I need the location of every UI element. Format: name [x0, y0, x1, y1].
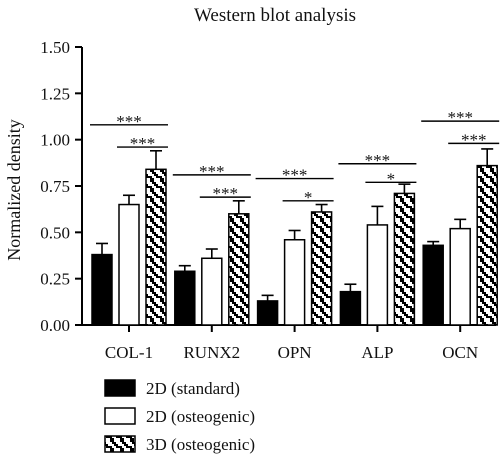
bar — [91, 253, 113, 326]
bar — [174, 270, 196, 326]
y-tick-label: 1.25 — [40, 84, 70, 103]
y-tick-label: 0.00 — [40, 316, 70, 335]
axes: 0.00 0.25 0.50 0.75 1.00 1.25 1.50 COL-1 RUNX2 OP… — [40, 38, 496, 362]
legend-label: 2D (standard) — [146, 379, 240, 398]
significance-label: *** — [130, 134, 156, 153]
significance-layer: ************************** — [90, 108, 500, 207]
bar — [310, 211, 333, 326]
significance-label: * — [387, 169, 396, 188]
bar — [118, 203, 140, 326]
y-axis-label: Normalized density — [4, 119, 24, 260]
legend: 2D (standard) 2D (osteogenic) 3D (osteogen… — [104, 379, 255, 454]
bar — [449, 227, 471, 326]
bar — [339, 290, 362, 326]
bar — [228, 213, 250, 326]
x-tick-label: ALP — [361, 343, 393, 362]
x-tick-label: OCN — [442, 343, 478, 362]
bar — [201, 257, 223, 326]
chart-title: Western blot analysis — [194, 5, 356, 26]
bar — [366, 224, 389, 326]
legend-swatch — [104, 407, 136, 425]
y-tick-label: 0.75 — [40, 177, 70, 196]
significance-label: *** — [199, 162, 225, 181]
bar — [256, 300, 279, 326]
significance-label: * — [304, 188, 313, 207]
bar — [393, 192, 416, 326]
significance-label: *** — [365, 151, 391, 170]
bar — [422, 244, 444, 326]
legend-swatch — [104, 379, 136, 397]
legend-swatch — [104, 435, 136, 453]
y-tick-label: 1.50 — [40, 38, 70, 57]
x-tick-label: OPN — [278, 343, 312, 362]
y-tick-label: 1.00 — [40, 131, 70, 150]
significance-label: *** — [447, 108, 473, 127]
bars-layer — [91, 148, 498, 326]
significance-label: *** — [116, 112, 142, 131]
significance-label: *** — [461, 130, 487, 149]
significance-label: *** — [213, 184, 239, 203]
bar — [476, 164, 498, 326]
x-tick-label: COL-1 — [105, 343, 153, 362]
y-tick-label: 0.50 — [40, 223, 70, 242]
y-tick-label: 0.25 — [40, 270, 70, 289]
significance-label: *** — [282, 166, 308, 185]
legend-label: 3D (osteogenic) — [146, 435, 255, 454]
bar — [145, 168, 167, 326]
legend-label: 2D (osteogenic) — [146, 407, 255, 426]
bar — [283, 238, 306, 326]
x-tick-label: RUNX2 — [183, 343, 240, 362]
